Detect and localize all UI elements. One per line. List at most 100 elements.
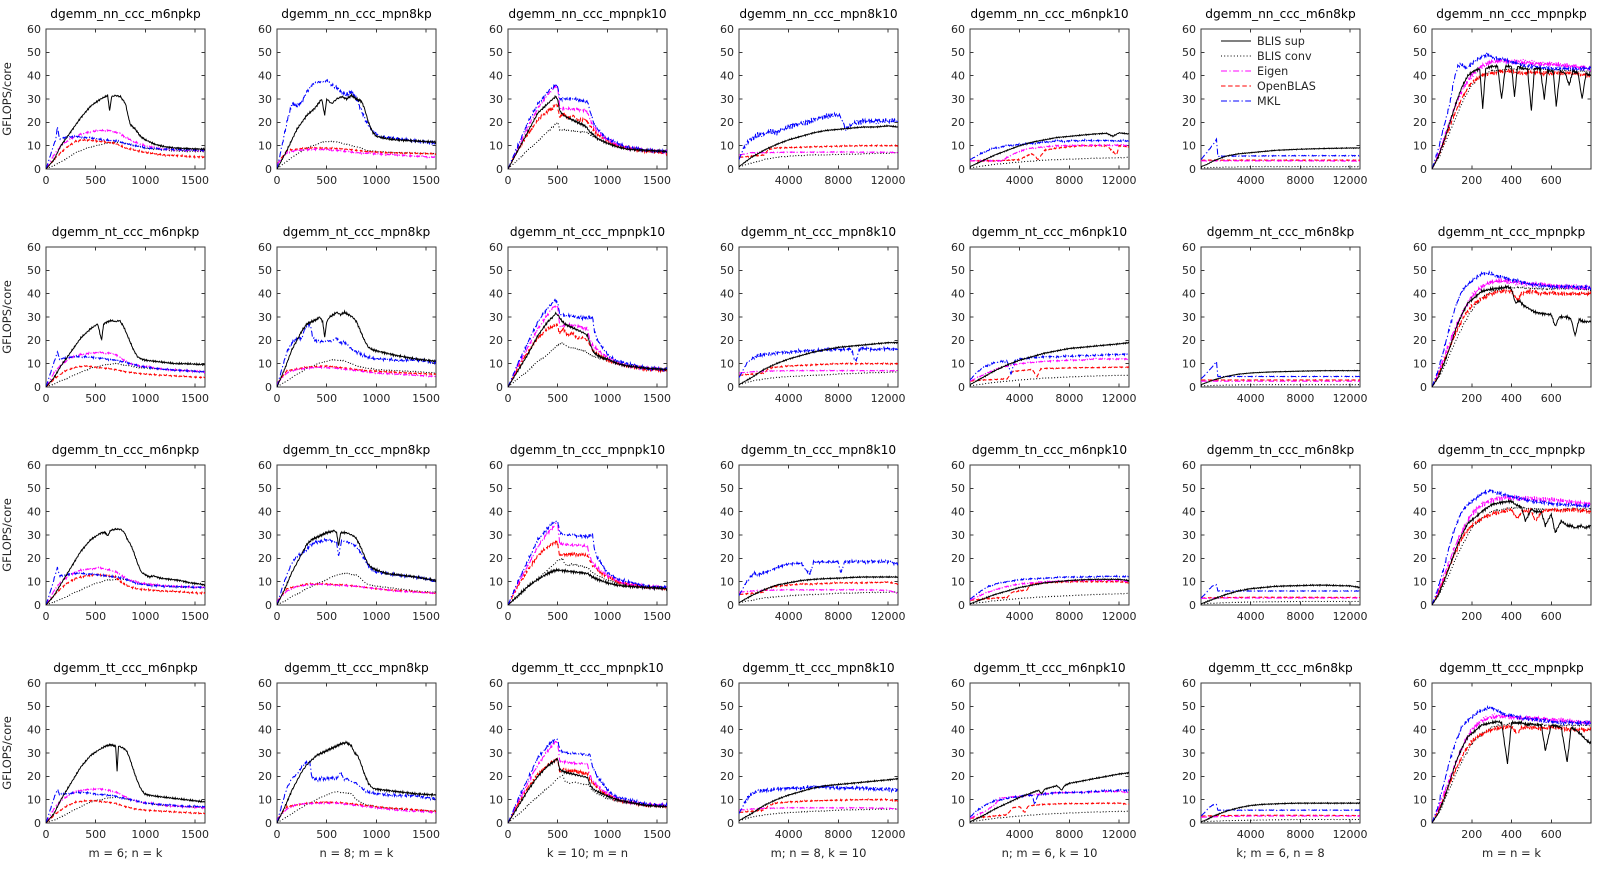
y-tick-label: 30 [1182,529,1196,542]
series-group [970,771,1129,823]
legend-label-openblas: OpenBLAS [1257,80,1316,93]
y-tick-label: 50 [951,700,965,713]
x-tick-label: 500 [547,610,568,623]
x-tick-label: 8000 [1286,392,1314,405]
subplot-title: dgemm_tn_ccc_mpn8kp [283,443,431,457]
y-tick-label: 30 [951,747,965,760]
x-tick-label: 4000 [775,392,803,405]
y-tick-label: 20 [1182,770,1196,783]
subplot-dgemm_nt_ccc_mpn8k10: 0 10 20 30 40 50 60 4000 8000 12000 dgemm_nt_ccc_m… [720,225,906,405]
x-tick-label: 12000 [1102,174,1137,187]
y-tick-label: 40 [951,70,965,83]
y-tick-label: 40 [27,506,41,519]
x-tick-label: 0 [274,828,281,841]
y-tick-label: 0 [265,599,272,612]
series-line-eigen [1201,380,1360,383]
y-tick-label: 0 [34,163,41,176]
y-tick-label: 60 [720,241,734,254]
y-tick-label: 50 [720,264,734,277]
series-line-blis-sup [1201,801,1360,823]
x-tick-label: 4000 [1237,174,1265,187]
y-tick-label: 0 [496,381,503,394]
y-tick-label: 50 [720,46,734,59]
y-tick-label: 50 [27,700,41,713]
subplot-dgemm_nn_ccc_mpnpk10: 0 10 20 30 40 50 60 0 500 1000 1500 dgemm_nn_ccc_mp… [489,7,671,187]
subplot-dgemm_nt_ccc_mpn8kp: 0 10 20 30 40 50 60 0 500 1000 1500 dgemm_nt_ccc_mp… [258,225,440,405]
y-tick-label: 30 [489,747,503,760]
series-line-openblas [508,757,667,823]
x-tick-label: 4000 [775,610,803,623]
series-line-blis-sup [739,341,898,386]
y-axis-label: GFLOPS/core [0,716,14,790]
subplot-dgemm_nn_ccc_mpnpkp: 0 10 20 30 40 50 60 200 400 600 dgemm_nn_ccc_mpnpk… [1413,7,1592,187]
x-tick-label: 1500 [181,392,209,405]
series-group [739,558,898,604]
y-tick-label: 20 [27,334,41,347]
x-tick-label: 500 [547,392,568,405]
x-tick-label: 500 [316,392,337,405]
subplot-cell-dgemm_nn_ccc_mpnpkp: 0 10 20 30 40 50 60 200 400 600 dgemm_nn_ccc_mpnpk… [1386,0,1617,218]
y-tick-label: 30 [27,311,41,324]
y-tick-label: 60 [258,241,272,254]
series-line-mkl [739,111,898,160]
y-tick-label: 40 [1413,70,1427,83]
y-tick-label: 10 [1182,576,1196,589]
y-tick-label: 0 [727,817,734,830]
y-tick-label: 50 [27,46,41,59]
subplot-dgemm_nt_ccc_m6npkp: 0 10 20 30 40 50 60 0 500 1000 1500 dgemm_nt_ccc_m6… [0,225,209,405]
series-group [508,738,667,823]
y-tick-label: 30 [489,529,503,542]
series-line-blis-conv [739,151,898,168]
x-tick-label: 500 [316,828,337,841]
series-line-mkl [970,574,1129,600]
y-tick-label: 0 [727,599,734,612]
y-tick-label: 50 [489,264,503,277]
series-line-blis-sup [508,567,667,605]
y-tick-label: 0 [958,599,965,612]
x-tick-label: 1500 [643,174,671,187]
y-tick-label: 10 [720,358,734,371]
y-tick-label: 20 [720,334,734,347]
series-line-mkl [970,138,1129,161]
y-tick-label: 10 [720,794,734,807]
y-tick-label: 10 [951,358,965,371]
subplot-dgemm_tn_ccc_m6n8kp: 0 10 20 30 40 50 60 4000 8000 12000 dgemm_tn_ccc_m… [1182,443,1368,623]
y-tick-label: 30 [1182,93,1196,106]
x-tick-label: 8000 [1055,828,1083,841]
y-tick-label: 10 [489,358,503,371]
y-tick-label: 0 [496,163,503,176]
y-tick-label: 60 [720,459,734,472]
y-tick-label: 0 [1420,599,1427,612]
x-tick-label: 500 [85,828,106,841]
y-tick-label: 20 [258,552,272,565]
series-group [277,78,436,169]
y-tick-label: 10 [1182,140,1196,153]
series-line-blis-conv [277,572,436,605]
x-axis-label: n; m = 6, k = 10 [1002,846,1098,860]
x-tick-label: 1500 [181,174,209,187]
x-tick-label: 8000 [824,610,852,623]
series-line-blis-conv [1201,383,1360,387]
series-line-mkl [970,352,1129,381]
subplot-cell-dgemm_tt_ccc_mpn8kp: 0 10 20 30 40 50 60 0 500 1000 1500 dgemm_tt_ccc_mp… [231,654,462,872]
series-line-blis-sup [970,577,1129,605]
axes-box [507,682,668,824]
y-tick-label: 0 [1420,381,1427,394]
y-tick-label: 30 [258,311,272,324]
series-line-openblas [46,799,205,823]
series-line-blis-sup [1432,284,1591,387]
y-tick-label: 20 [258,334,272,347]
y-tick-label: 30 [27,93,41,106]
y-tick-label: 50 [258,482,272,495]
series-line-blis-conv [1201,600,1360,605]
y-tick-label: 60 [27,677,41,690]
x-tick-label: 200 [1461,392,1482,405]
series-group [739,341,898,386]
axes-box [276,28,437,170]
subplot-cell-dgemm_nt_ccc_mpnpk10: 0 10 20 30 40 50 60 0 500 1000 1500 dgemm_nt_ccc_mp… [462,218,693,436]
subplot-title: dgemm_nn_ccc_mpnpk10 [508,7,666,21]
y-tick-label: 40 [1413,724,1427,737]
series-line-blis-sup [46,527,205,605]
y-tick-label: 60 [951,241,965,254]
